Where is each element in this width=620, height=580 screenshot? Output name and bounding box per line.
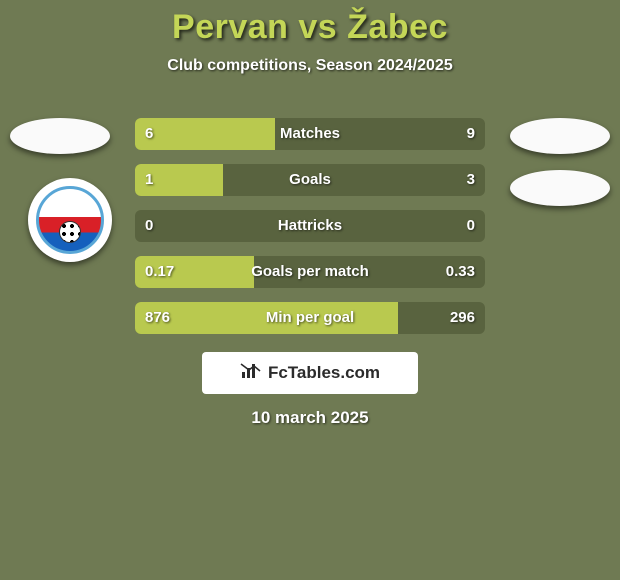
stats-table: 6Matches9 1Goals3 0Hattricks0 0.17Goals per… bbox=[135, 118, 485, 348]
stat-label: Min per goal bbox=[135, 302, 485, 334]
stat-right-value: 9 bbox=[467, 118, 475, 150]
stat-label: Goals bbox=[135, 164, 485, 196]
date-text: 10 march 2025 bbox=[0, 408, 620, 428]
left-logo-placeholder-1 bbox=[10, 118, 110, 154]
brand-text: FcTables.com bbox=[268, 363, 380, 383]
football-icon bbox=[59, 221, 81, 243]
left-club-logo bbox=[28, 178, 112, 262]
stat-row: 0Hattricks0 bbox=[135, 210, 485, 242]
right-logo-placeholder-1 bbox=[510, 118, 610, 154]
stat-row: 6Matches9 bbox=[135, 118, 485, 150]
stat-right-value: 296 bbox=[450, 302, 475, 334]
stat-row: 876Min per goal296 bbox=[135, 302, 485, 334]
stat-label: Hattricks bbox=[135, 210, 485, 242]
stat-label: Matches bbox=[135, 118, 485, 150]
stat-right-value: 3 bbox=[467, 164, 475, 196]
stat-row: 0.17Goals per match0.33 bbox=[135, 256, 485, 288]
stat-right-value: 0.33 bbox=[446, 256, 475, 288]
brand-badge: FcTables.com bbox=[202, 352, 418, 394]
chart-icon bbox=[240, 362, 262, 385]
stat-right-value: 0 bbox=[467, 210, 475, 242]
stat-label: Goals per match bbox=[135, 256, 485, 288]
right-logo-placeholder-2 bbox=[510, 170, 610, 206]
comparison-card: Pervan vs Žabec Club competitions, Seaso… bbox=[0, 0, 620, 580]
cibalia-badge-icon bbox=[36, 186, 104, 254]
page-title: Pervan vs Žabec bbox=[0, 0, 620, 47]
stat-row: 1Goals3 bbox=[135, 164, 485, 196]
subtitle: Club competitions, Season 2024/2025 bbox=[0, 57, 620, 75]
